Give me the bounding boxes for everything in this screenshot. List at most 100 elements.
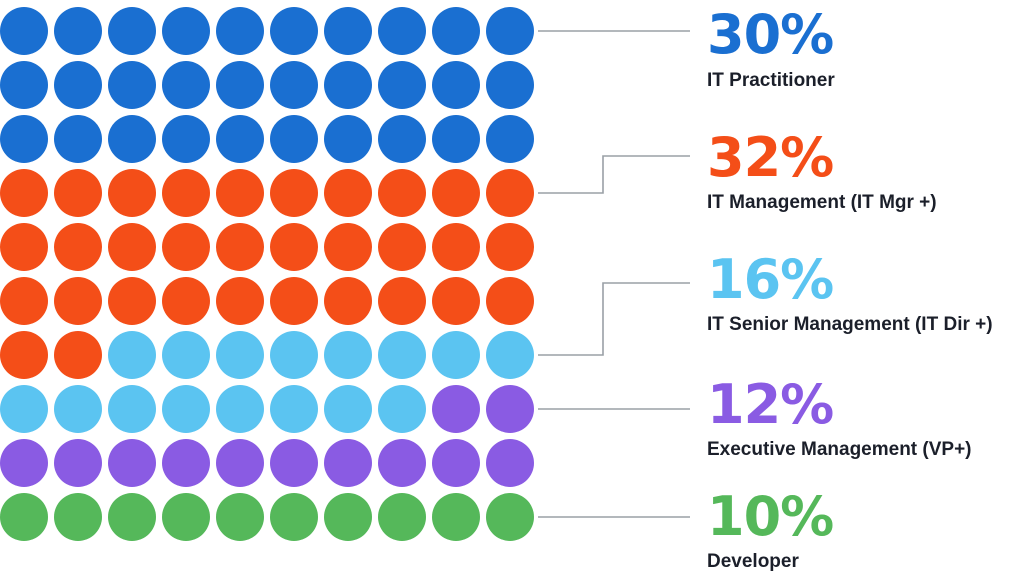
- waffle-dot: [378, 7, 426, 55]
- waffle-dot: [378, 385, 426, 433]
- waffle-dot: [270, 115, 318, 163]
- waffle-dot: [54, 7, 102, 55]
- waffle-dot: [54, 115, 102, 163]
- waffle-dot: [324, 331, 372, 379]
- waffle-dot: [0, 169, 48, 217]
- waffle-dot: [108, 169, 156, 217]
- waffle-dot: [432, 493, 480, 541]
- waffle-dot: [324, 115, 372, 163]
- percent-label: 12%: [707, 373, 833, 436]
- waffle-dot: [432, 439, 480, 487]
- waffle-dot: [0, 61, 48, 109]
- waffle-dot: [432, 385, 480, 433]
- waffle-dot: [54, 223, 102, 271]
- waffle-dot: [270, 7, 318, 55]
- connector-line-3: [538, 282, 690, 356]
- waffle-dot: [324, 277, 372, 325]
- waffle-dot: [162, 7, 210, 55]
- series-label: IT Practitioner: [707, 70, 835, 91]
- waffle-dot: [486, 115, 534, 163]
- waffle-dot: [324, 61, 372, 109]
- waffle-dot: [108, 115, 156, 163]
- series-label: IT Management (IT Mgr +): [707, 192, 937, 213]
- waffle-dot: [162, 385, 210, 433]
- waffle-dot: [108, 277, 156, 325]
- waffle-dot: [54, 385, 102, 433]
- waffle-dot: [432, 61, 480, 109]
- waffle-dot: [432, 115, 480, 163]
- series-label: Developer: [707, 551, 799, 572]
- waffle-dot: [108, 7, 156, 55]
- waffle-dot: [378, 61, 426, 109]
- waffle-dot: [324, 385, 372, 433]
- waffle-dot: [486, 439, 534, 487]
- waffle-dot: [54, 493, 102, 541]
- waffle-dot: [432, 277, 480, 325]
- waffle-dot: [216, 61, 264, 109]
- waffle-dot: [270, 439, 318, 487]
- percent-label: 32%: [707, 126, 833, 189]
- waffle-dot: [270, 385, 318, 433]
- waffle-dot: [270, 493, 318, 541]
- waffle-dot: [108, 61, 156, 109]
- waffle-dot: [270, 223, 318, 271]
- percent-label: 30%: [707, 3, 833, 66]
- waffle-dot: [216, 385, 264, 433]
- waffle-dot: [432, 169, 480, 217]
- waffle-dot: [378, 493, 426, 541]
- waffle-dot: [0, 331, 48, 379]
- waffle-dot: [486, 61, 534, 109]
- waffle-dot: [216, 331, 264, 379]
- waffle-dot: [0, 385, 48, 433]
- waffle-dot: [378, 439, 426, 487]
- waffle-dot: [216, 7, 264, 55]
- waffle-dot: [54, 331, 102, 379]
- waffle-dot: [162, 115, 210, 163]
- percent-label: 10%: [707, 485, 833, 548]
- series-label: Executive Management (VP+): [707, 439, 972, 460]
- waffle-dot: [108, 493, 156, 541]
- waffle-dot: [486, 277, 534, 325]
- waffle-dot: [54, 277, 102, 325]
- waffle-dot: [108, 331, 156, 379]
- waffle-dot: [486, 169, 534, 217]
- waffle-dot: [270, 277, 318, 325]
- waffle-dot: [486, 385, 534, 433]
- legend-labels: 30% IT Practitioner 32% IT Management (IT M…: [707, 3, 993, 572]
- waffle-dot: [378, 277, 426, 325]
- waffle-dot: [0, 7, 48, 55]
- waffle-dot: [486, 7, 534, 55]
- connector-lines: [538, 30, 690, 518]
- waffle-dot: [324, 493, 372, 541]
- waffle-dot: [108, 223, 156, 271]
- waffle-dot: [0, 277, 48, 325]
- waffle-dot: [216, 493, 264, 541]
- waffle-dot: [54, 61, 102, 109]
- waffle-dot: [162, 169, 210, 217]
- waffle-dots: [0, 7, 534, 541]
- waffle-dot: [324, 439, 372, 487]
- waffle-dot: [54, 169, 102, 217]
- waffle-dot: [486, 223, 534, 271]
- waffle-dot: [216, 223, 264, 271]
- waffle-dot: [0, 439, 48, 487]
- waffle-dot: [216, 169, 264, 217]
- waffle-dot: [324, 169, 372, 217]
- waffle-dot: [0, 223, 48, 271]
- waffle-dot: [216, 439, 264, 487]
- waffle-dot: [378, 223, 426, 271]
- series-label: IT Senior Management (IT Dir +): [707, 314, 993, 335]
- waffle-dot: [378, 115, 426, 163]
- waffle-dot: [270, 169, 318, 217]
- connector-line-2: [538, 155, 690, 194]
- waffle-dot: [108, 385, 156, 433]
- waffle-dot: [432, 331, 480, 379]
- waffle-dot: [432, 7, 480, 55]
- waffle-dot: [216, 115, 264, 163]
- waffle-dot: [378, 331, 426, 379]
- waffle-dot: [162, 277, 210, 325]
- waffle-dot: [0, 493, 48, 541]
- waffle-dot: [216, 277, 264, 325]
- waffle-dot: [486, 493, 534, 541]
- waffle-dot: [270, 331, 318, 379]
